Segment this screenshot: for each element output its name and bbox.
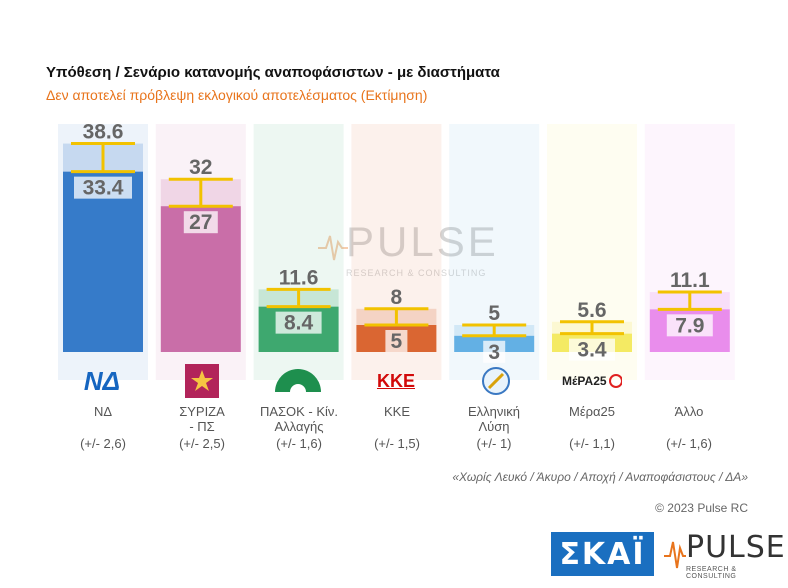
data-label-low-bg-mera25 [569,338,615,361]
party-label-syriza: ΣΥΡΙΖΑ - ΠΣ [179,404,225,434]
chart-title: Υπόθεση / Σενάριο κατανομής αναποφάσιστω… [46,64,500,81]
data-label-low-nd: 33.4 [83,177,124,200]
data-label-low-kke: 5 [391,330,403,353]
pulse-wave-icon [318,235,348,261]
data-label-low-bg-nd [74,176,132,199]
data-label-low-mera25: 3.4 [577,339,607,362]
footnote: «Χωρίς Λευκό / Άκυρο / Αποχή / Αναποφάσι… [452,470,748,484]
chart-subtitle: Δεν αποτελεί πρόβλεψη εκλογικού αποτελέσ… [46,87,428,103]
margin-mera25: (+/- 1,1) [569,436,615,451]
data-label-low-syriza: 27 [189,211,212,234]
data-label-low-elliniki-lysi: 3 [488,341,500,364]
data-label-low-bg-elliniki-lysi [483,340,506,363]
data-label-high-pasok: 11.6 [279,266,319,289]
data-label-high-elliniki-lysi: 5 [488,302,500,325]
margin-syriza: (+/- 2,5) [179,436,225,451]
bar-nd [63,171,143,352]
nd-logo: ΝΔ [83,365,121,396]
margin-elliniki-lysi: (+/- 1) [476,436,512,451]
pulse-wave-icon [664,541,686,569]
party-label-elliniki-lysi: Ελληνική Λύση [467,404,521,434]
data-label-high-allo: 11.1 [670,269,710,292]
margin-kke: (+/- 1,5) [374,436,420,451]
pulse-watermark: PULSE RESEARCH & CONSULTING [318,218,498,288]
party-label-nd: ΝΔ [93,404,113,419]
watermark-sub: RESEARCH & CONSULTING [346,268,487,278]
data-label-high-nd: 38.6 [83,121,124,144]
pulse-logo: PULSE RESEARCH & CONSULTING [664,530,785,580]
data-label-high-syriza: 32 [189,156,212,179]
margin-allo: (+/- 1,6) [666,436,712,451]
data-label-low-allo: 7.9 [675,314,704,337]
data-label-low-bg-syriza [183,211,218,234]
syriza-logo [172,364,232,398]
margin-pasok: (+/- 1,6) [276,436,322,451]
party-label-pasok: ΠΑΣΟΚ - Κίν. Αλλαγής [259,404,339,434]
party-label-mera25: Μέρα25 [569,404,615,419]
margin-nd: (+/- 2,6) [80,436,126,451]
party-label-kke: ΚΚΕ [383,404,410,419]
data-label-low-bg-allo [666,314,713,337]
data-label-high-kke: 8 [391,286,403,309]
elliniki-lysi-logo [466,364,526,398]
pasok-logo [268,364,328,398]
kke-logo: ΚΚΕ [376,370,415,391]
party-label-allo: Άλλο [674,404,704,419]
skai-logo: ΣΚΑΪ [551,532,654,576]
copyright: © 2023 Pulse RC [655,501,748,515]
mera25-logo: ΜέΡΑ25 [562,364,622,398]
data-label-low-pasok: 8.4 [284,312,314,335]
data-label-low-bg-kke [385,330,408,352]
data-label-high-mera25: 5.6 [577,299,606,322]
data-label-low-bg-pasok [275,311,322,334]
watermark-name: PULSE [346,218,499,265]
